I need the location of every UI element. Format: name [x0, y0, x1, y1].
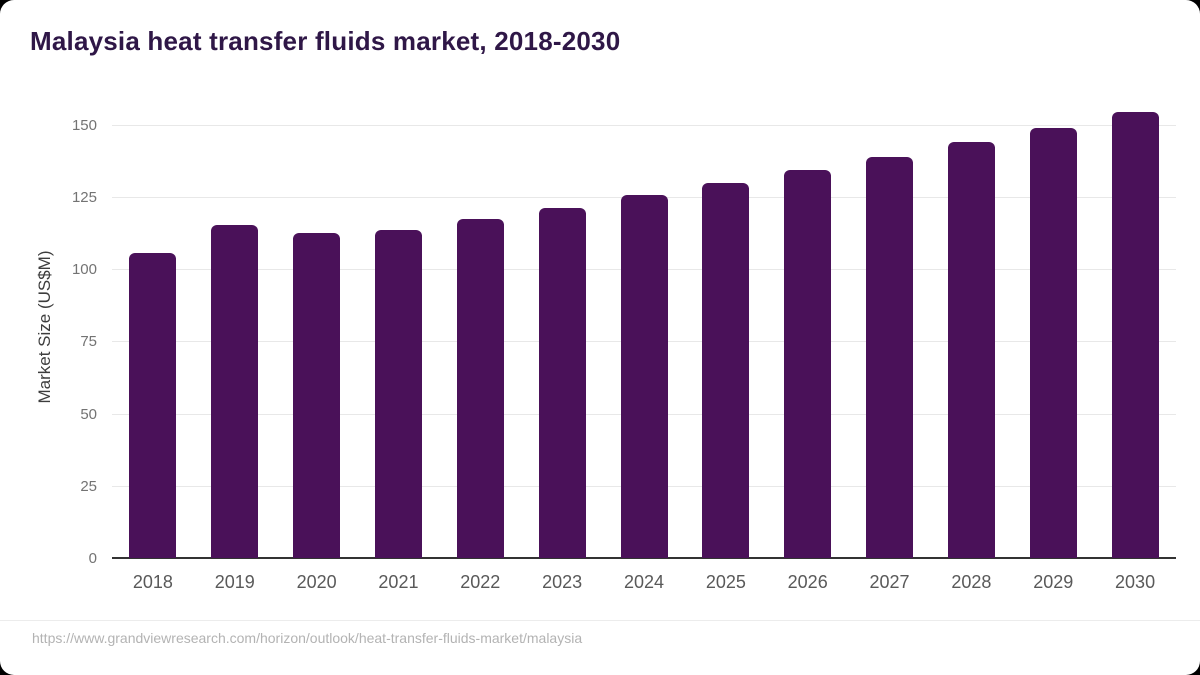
- bar-2025[interactable]: [702, 182, 750, 558]
- bar-2027[interactable]: [866, 157, 914, 558]
- x-tick-label-2028: 2028: [951, 572, 992, 592]
- x-tick-label-2018: 2018: [132, 572, 173, 592]
- plot-area: [112, 96, 1176, 559]
- y-tick-label-75: 75: [80, 333, 97, 351]
- bar-2029[interactable]: [1029, 128, 1077, 558]
- x-tick-label-2019: 2019: [214, 572, 255, 592]
- x-tick-label-2024: 2024: [623, 572, 665, 592]
- footer-divider: [0, 620, 1200, 621]
- bar-2026[interactable]: [784, 169, 832, 558]
- bar-2028[interactable]: [947, 142, 995, 558]
- bar-2019[interactable]: [211, 224, 259, 558]
- x-tick-label-2020: 2020: [296, 572, 337, 592]
- bar-2018[interactable]: [129, 252, 177, 558]
- x-tick-label-2027: 2027: [869, 572, 910, 592]
- x-tick-label-2030: 2030: [1115, 572, 1156, 592]
- y-tick-label-50: 50: [80, 405, 97, 423]
- x-axis-line: [112, 557, 1176, 559]
- bar-2020[interactable]: [293, 232, 341, 558]
- x-tick-label-2023: 2023: [542, 572, 583, 592]
- x-tick-label-2022: 2022: [460, 572, 501, 592]
- bar-2022[interactable]: [456, 218, 504, 558]
- y-tick-label-100: 100: [71, 261, 97, 279]
- bar-2021[interactable]: [374, 230, 422, 558]
- x-tick-label-2026: 2026: [787, 572, 828, 592]
- chart-title: Malaysia heat transfer fluids market, 20…: [30, 26, 621, 56]
- bar-2023[interactable]: [538, 208, 586, 558]
- bar-2030[interactable]: [1111, 111, 1159, 558]
- bar-2024[interactable]: [620, 195, 668, 558]
- x-tick-label-2025: 2025: [705, 572, 746, 592]
- y-tick-label-150: 150: [71, 116, 97, 134]
- y-tick-label-0: 0: [88, 550, 97, 567]
- x-tick-label-2029: 2029: [1033, 572, 1074, 592]
- source-url: https://www.grandviewresearch.com/horizo…: [32, 630, 583, 646]
- gridline-y-150: [112, 124, 1176, 126]
- y-tick-label-125: 125: [71, 189, 97, 207]
- x-tick-label-2021: 2021: [378, 572, 419, 592]
- y-tick-label-25: 25: [80, 477, 97, 495]
